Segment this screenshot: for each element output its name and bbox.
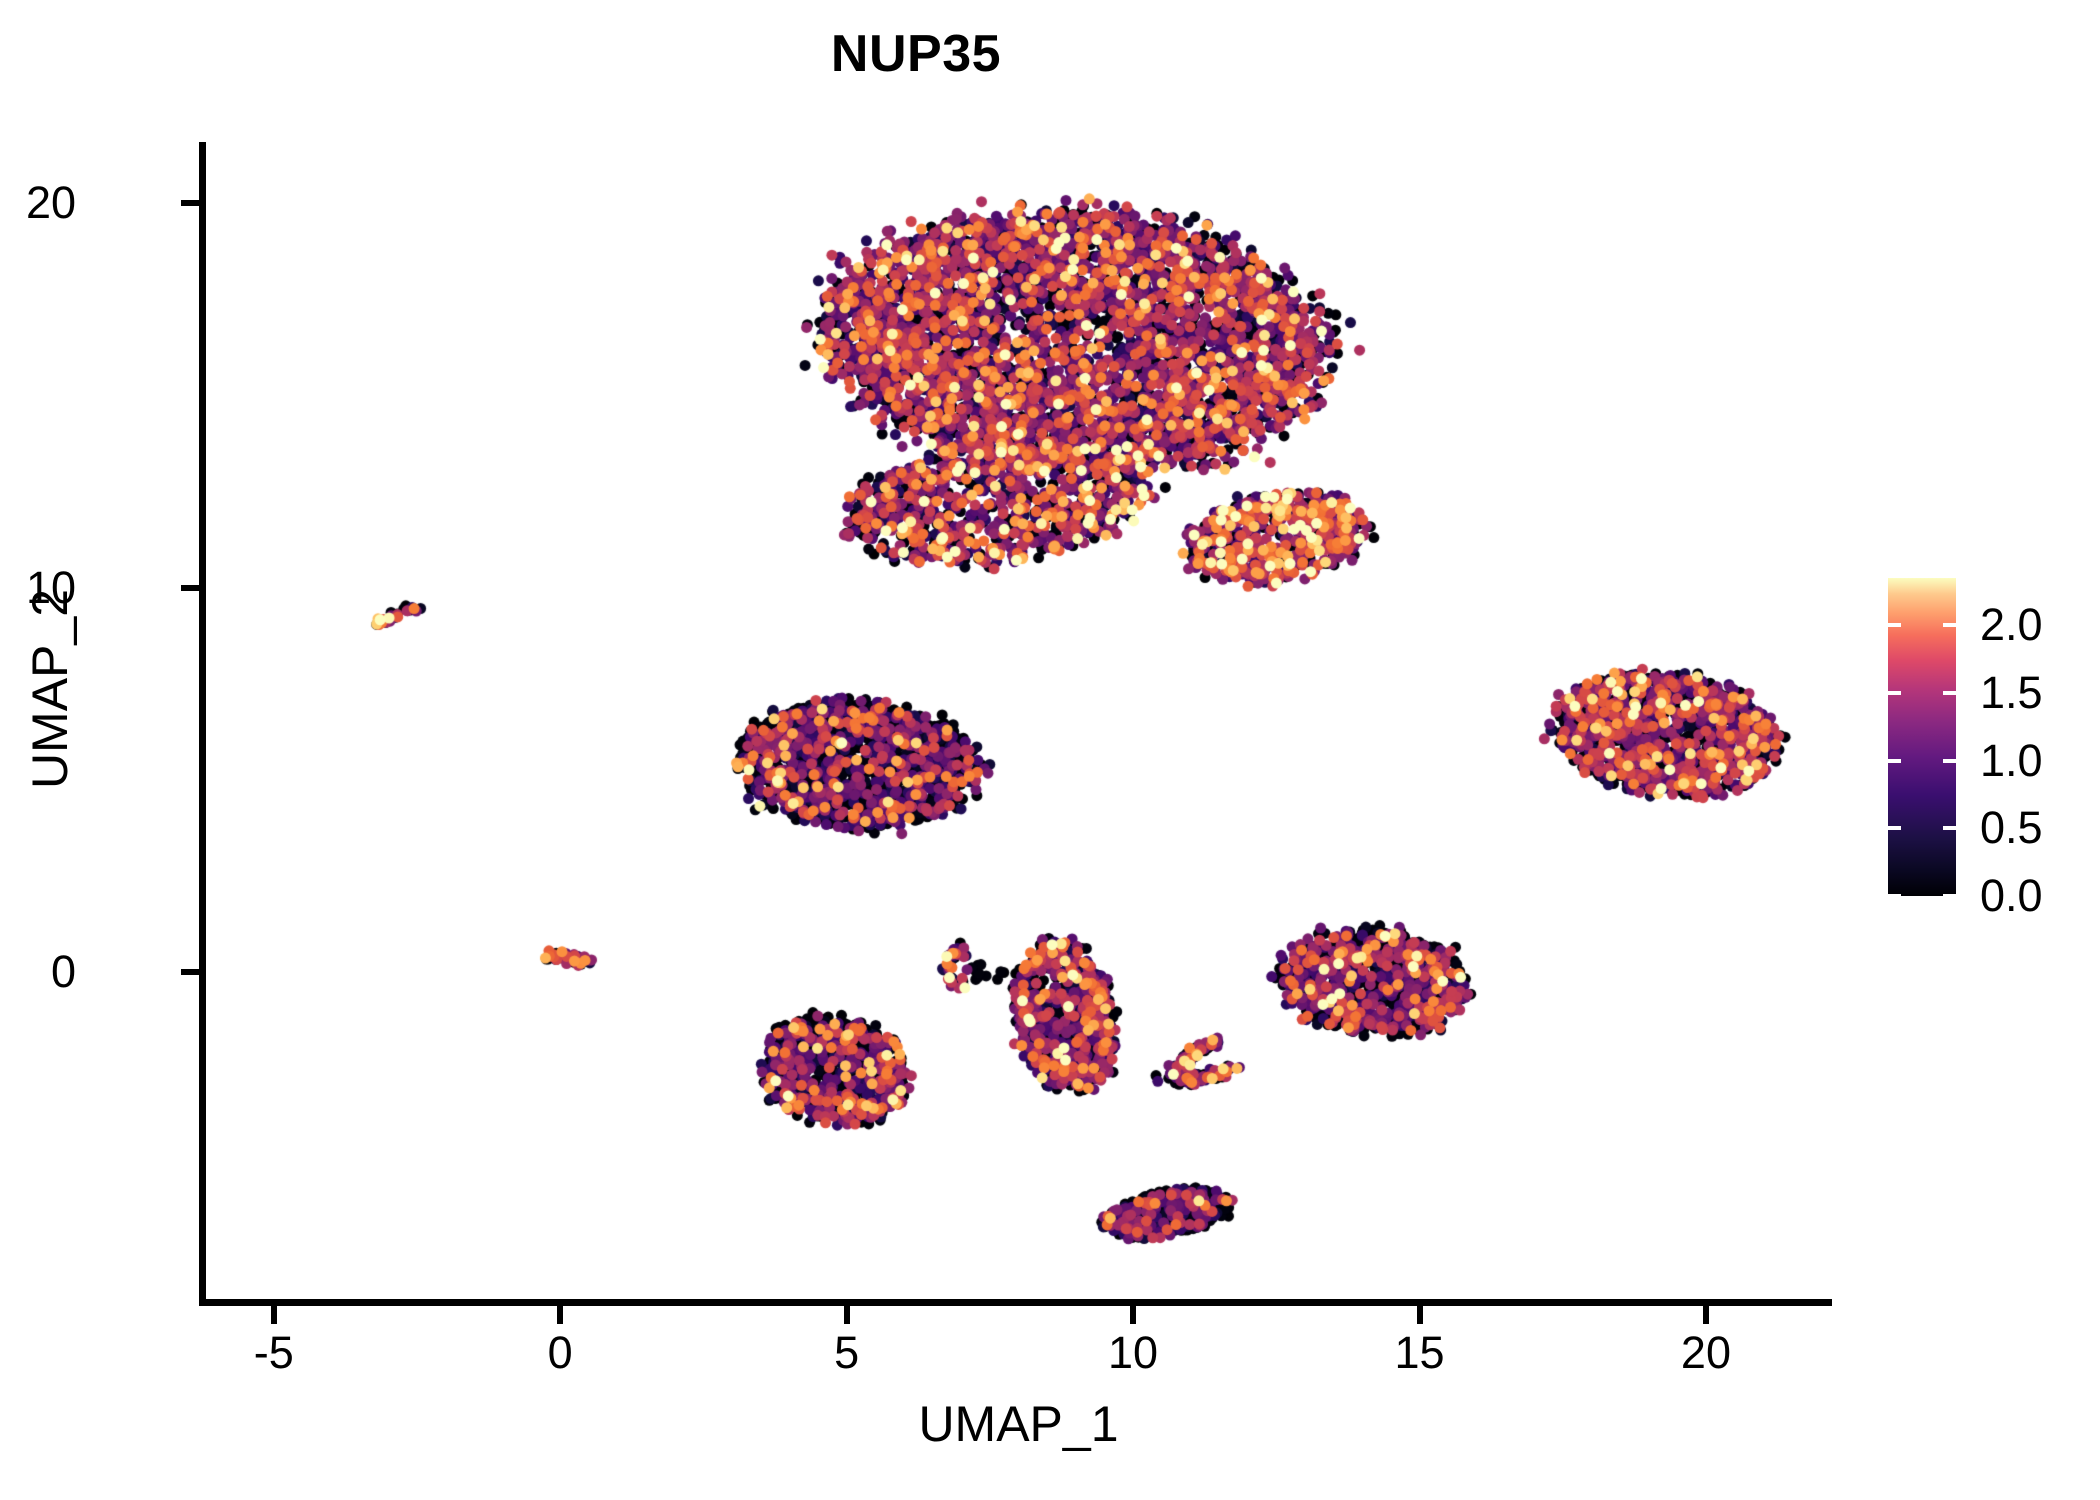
colorbar-label-1: 0.5 [1980, 802, 2043, 854]
x-tick-label-2: 5 [834, 1327, 860, 1378]
x-tick-label-3: 10 [1108, 1327, 1159, 1378]
colorbar-tick-4-right [1943, 623, 1956, 628]
colorbar-tick-2-left [1888, 758, 1901, 763]
x-tick-label-0: -5 [253, 1327, 294, 1378]
x-tick-1 [557, 1306, 564, 1324]
y-tick-label-2: 20 [25, 177, 76, 229]
colorbar-tick-0-right [1943, 894, 1956, 898]
color-legend: 0.0 0.5 1.0 1.5 2.0 [1888, 578, 2078, 921]
colorbar-tick-4-left [1888, 623, 1901, 628]
y-tick-label-0: 0 [50, 945, 76, 997]
colorbar-tick-0-left [1888, 894, 1901, 898]
colorbar-tick-1-right [1943, 826, 1956, 831]
colorbar-tick-3-left [1888, 691, 1901, 696]
y-tick-1 [181, 584, 199, 591]
x-tick-3 [1130, 1306, 1137, 1324]
y-tick-2 [181, 200, 199, 207]
y-axis-line [199, 142, 206, 1306]
x-tick-label-5: 20 [1680, 1327, 1731, 1378]
colorbar-tick-3-right [1943, 691, 1956, 696]
x-tick-label-1: 0 [547, 1327, 573, 1378]
x-tick-2 [843, 1306, 850, 1324]
colorbar-tick-2-right [1943, 758, 1956, 763]
colorbar-label-4: 2.0 [1980, 599, 2043, 651]
colorbar-tick-1-left [1888, 826, 1901, 831]
x-tick-4 [1416, 1306, 1423, 1324]
colorbar-label-0: 0.0 [1980, 870, 2043, 921]
x-axis-line [205, 1299, 1832, 1306]
colorbar-label-3: 1.5 [1980, 667, 2043, 719]
colorbar-label-2: 1.0 [1980, 734, 2043, 786]
x-tick-0 [270, 1306, 277, 1324]
x-axis-title: UMAP_1 [918, 1396, 1119, 1452]
y-tick-0 [181, 968, 199, 975]
colorbar-gradient [1888, 578, 1956, 896]
y-axis-title: UMAP_2 [22, 588, 78, 790]
y-tick-label-1: 10 [25, 561, 76, 613]
x-tick-5 [1702, 1306, 1709, 1324]
x-tick-label-4: 15 [1394, 1327, 1445, 1378]
